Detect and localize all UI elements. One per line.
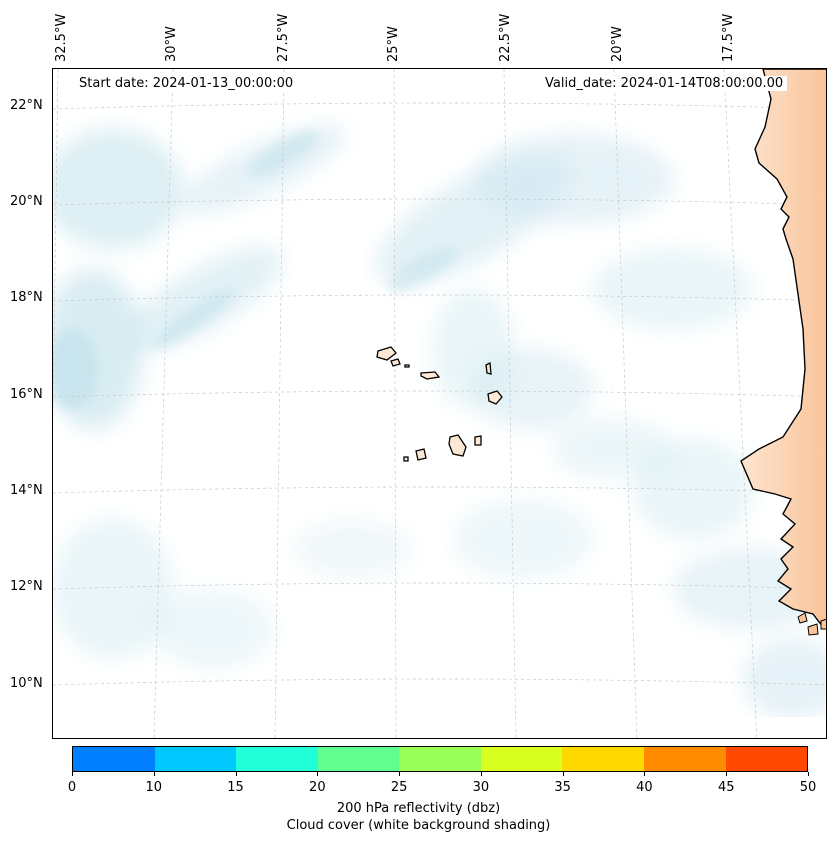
colorbar-tick-label: 25 <box>390 780 408 795</box>
island-brava <box>403 456 409 462</box>
bijagos-island <box>807 623 819 636</box>
colorbar-segment <box>154 747 237 771</box>
cloud-shading <box>53 124 826 719</box>
colorbar-tick-mark <box>644 772 646 776</box>
bijagos-island <box>820 618 826 630</box>
lon-label-32.5W: 32.5°W <box>54 13 69 62</box>
lon-label-25W: 25°W <box>386 26 401 62</box>
colorbar-tick-mark <box>317 772 319 776</box>
colorbar-segment <box>480 747 563 771</box>
island-fogo <box>415 448 427 461</box>
colorbar-tick-mark <box>72 772 73 776</box>
colorbar-tick-mark <box>235 772 237 776</box>
lon-label-17.5W: 17.5°W <box>721 13 736 62</box>
colorbar-segment <box>317 747 400 771</box>
island-sao-vicente <box>390 358 401 367</box>
start-date-label: Start date: 2024-01-13_00:00:00 <box>75 76 298 91</box>
colorbar-tick-mark <box>153 772 155 776</box>
island-sal <box>485 361 492 375</box>
colorbar-tick-label: 30 <box>472 780 490 795</box>
colorbar <box>72 746 808 772</box>
colorbar-tick-label: 50 <box>799 780 817 795</box>
colorbar-segment <box>399 747 481 771</box>
island-sao-nicolau <box>420 371 441 380</box>
lon-label-30W: 30°W <box>164 26 179 62</box>
colorbar-segment <box>643 747 726 771</box>
island-boa-vista <box>487 390 503 405</box>
lat-label-22N: 22°N <box>10 98 43 113</box>
island-santa-luzia <box>404 364 410 368</box>
colorbar-tick-label: 45 <box>717 780 735 795</box>
lat-label-14N: 14°N <box>10 483 43 498</box>
island-santiago <box>448 434 467 457</box>
graticule <box>53 69 826 738</box>
lon-label-20W: 20°W <box>610 26 625 62</box>
africa-land <box>740 69 826 629</box>
colorbar-tick-label: 40 <box>636 780 653 795</box>
colorbar-segment <box>725 747 808 771</box>
colorbar-tick-label: 10 <box>145 780 163 795</box>
colorbar-tick-label: 35 <box>554 780 571 795</box>
colorbar-tick-mark <box>808 772 809 776</box>
colorbar-tick-mark <box>726 772 728 776</box>
colorbar-label-reflectivity: 200 hPa reflectivity (dbz) <box>336 801 501 816</box>
colorbar-tick-label: 0 <box>67 780 77 795</box>
colorbar-tick-label: 20 <box>309 780 326 795</box>
lon-label-27.5W: 27.5°W <box>276 13 291 62</box>
island-santo-antao <box>376 346 397 361</box>
map-panel <box>52 68 827 739</box>
island-maio <box>474 435 482 446</box>
map-canvas <box>53 69 826 738</box>
colorbar-label-cloud-cover: Cloud cover (white background shading) <box>286 818 551 833</box>
bijagos-island <box>797 612 808 624</box>
cape-verde-islands <box>376 346 503 462</box>
colorbar-tick-label: 15 <box>227 780 244 795</box>
colorbar-tick-mark <box>480 772 482 776</box>
colorbar-tick-mark <box>562 772 564 776</box>
colorbar-tick-mark <box>399 772 401 776</box>
lon-label-22.5W: 22.5°W <box>498 13 513 62</box>
colorbar-segment <box>236 747 318 771</box>
lat-label-10N: 10°N <box>10 676 43 691</box>
lat-label-18N: 18°N <box>10 290 43 305</box>
colorbar-segment <box>73 747 155 771</box>
colorbar-segment <box>562 747 644 771</box>
lat-label-16N: 16°N <box>10 387 43 402</box>
lat-label-20N: 20°N <box>10 194 43 209</box>
lat-label-12N: 12°N <box>10 579 43 594</box>
valid-date-label: Valid_date: 2024-01-14T08:00:00.00 <box>541 76 788 91</box>
